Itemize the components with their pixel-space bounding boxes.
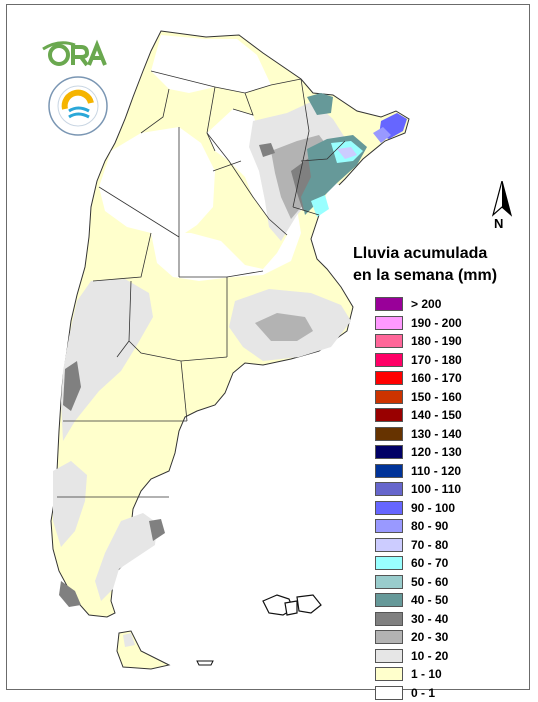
legend-swatch	[375, 593, 403, 607]
legend-label: 170 - 180	[411, 353, 462, 367]
legend-label: 110 - 120	[411, 464, 461, 478]
legend-label: 180 - 190	[411, 334, 462, 348]
smn-logo	[47, 75, 109, 137]
legend-item: 110 - 120	[375, 462, 462, 481]
legend-item: 70 - 80	[375, 536, 462, 555]
legend-title-line1: Lluvia acumulada	[353, 243, 497, 265]
legend-item: 30 - 40	[375, 610, 462, 629]
north-label: N	[494, 216, 503, 231]
legend-item: 0 - 1	[375, 684, 462, 702]
legend-item: > 200	[375, 295, 462, 314]
legend-item: 120 - 130	[375, 443, 462, 462]
legend-swatch	[375, 630, 403, 644]
legend-swatch	[375, 556, 403, 570]
legend-swatch	[375, 519, 403, 533]
legend-label: 50 - 60	[411, 575, 448, 589]
legend-label: 160 - 170	[411, 371, 462, 385]
legend-item: 180 - 190	[375, 332, 462, 351]
legend-item: 140 - 150	[375, 406, 462, 425]
legend: > 200 190 - 200 180 - 190 170 - 180 160 - 17…	[375, 295, 462, 702]
ora-logo	[41, 35, 111, 69]
legend-item: 1 - 10	[375, 665, 462, 684]
legend-item: 80 - 90	[375, 517, 462, 536]
legend-swatch	[375, 464, 403, 478]
legend-swatch	[375, 445, 403, 459]
legend-swatch	[375, 390, 403, 404]
legend-item: 130 - 140	[375, 425, 462, 444]
legend-label: 30 - 40	[411, 612, 448, 626]
legend-label: > 200	[411, 297, 441, 311]
legend-title-line2: en la semana (mm)	[353, 265, 497, 287]
malvinas-islands	[263, 595, 321, 615]
legend-swatch	[375, 482, 403, 496]
legend-swatch	[375, 686, 403, 700]
legend-label: 80 - 90	[411, 519, 448, 533]
small-island	[197, 661, 213, 665]
legend-item: 60 - 70	[375, 554, 462, 573]
legend-item: 90 - 100	[375, 499, 462, 518]
dry-north-zone	[151, 35, 271, 93]
legend-label: 40 - 50	[411, 593, 448, 607]
legend-swatch	[375, 501, 403, 515]
legend-label: 1 - 10	[411, 667, 442, 681]
legend-item: 50 - 60	[375, 573, 462, 592]
legend-label: 150 - 160	[411, 390, 462, 404]
legend-swatch	[375, 334, 403, 348]
legend-item: 10 - 20	[375, 647, 462, 666]
legend-swatch	[375, 297, 403, 311]
legend-item: 190 - 200	[375, 314, 462, 333]
legend-label: 10 - 20	[411, 649, 448, 663]
legend-label: 130 - 140	[411, 427, 462, 441]
legend-item: 100 - 110	[375, 480, 462, 499]
legend-label: 100 - 110	[411, 482, 461, 496]
legend-swatch	[375, 667, 403, 681]
legend-item: 170 - 180	[375, 351, 462, 370]
north-arrow-icon	[491, 181, 513, 217]
legend-label: 140 - 150	[411, 408, 462, 422]
legend-swatch	[375, 427, 403, 441]
legend-label: 60 - 70	[411, 556, 448, 570]
legend-label: 120 - 130	[411, 445, 462, 459]
legend-item: 40 - 50	[375, 591, 462, 610]
legend-swatch	[375, 316, 403, 330]
legend-item: 150 - 160	[375, 388, 462, 407]
legend-swatch	[375, 612, 403, 626]
legend-swatch	[375, 408, 403, 422]
legend-label: 0 - 1	[411, 686, 435, 700]
legend-swatch	[375, 649, 403, 663]
legend-title: Lluvia acumulada en la semana (mm)	[353, 243, 497, 287]
map-frame: N Lluvia acumulada en la semana (mm) > 2…	[6, 4, 530, 690]
legend-swatch	[375, 538, 403, 552]
legend-swatch	[375, 371, 403, 385]
legend-item: 160 - 170	[375, 369, 462, 388]
legend-label: 190 - 200	[411, 316, 462, 330]
legend-label: 90 - 100	[411, 501, 455, 515]
legend-label: 20 - 30	[411, 630, 448, 644]
legend-item: 20 - 30	[375, 628, 462, 647]
legend-label: 70 - 80	[411, 538, 448, 552]
legend-swatch	[375, 575, 403, 589]
legend-swatch	[375, 353, 403, 367]
